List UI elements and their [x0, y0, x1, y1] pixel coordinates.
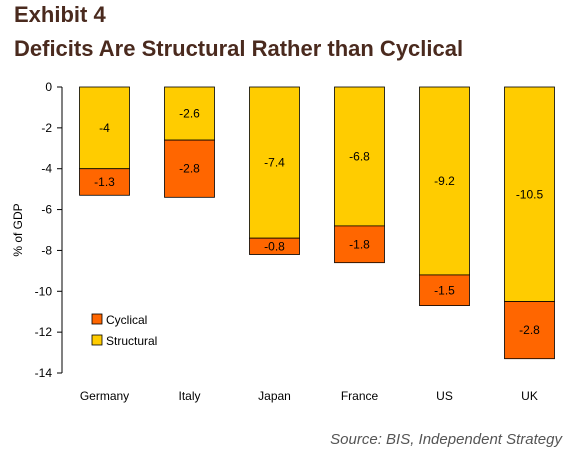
- data-label: -2.8: [179, 162, 200, 176]
- bar-cyclical-japan: [249, 237, 300, 255]
- y-axis-title: % of GDP: [11, 203, 25, 256]
- data-label: -1.3: [94, 175, 115, 189]
- y-tick-label: -10: [35, 284, 53, 298]
- chart-title: Deficits Are Structural Rather than Cycl…: [14, 36, 464, 61]
- bar-structural-germany: [79, 86, 130, 170]
- bar-cyclical-germany: [79, 168, 130, 196]
- y-tick-label: -8: [41, 243, 52, 257]
- data-label: -4: [99, 121, 110, 135]
- x-tick-label: France: [341, 389, 379, 403]
- y-tick-label: -6: [41, 203, 52, 217]
- bar-cyclical-uk: [504, 301, 555, 360]
- data-label: -1.8: [349, 237, 370, 251]
- data-label: -0.8: [264, 239, 285, 253]
- legend-label-cyclical: Cyclical: [106, 313, 147, 327]
- x-tick-label: UK: [521, 389, 538, 403]
- data-label: -1.5: [434, 283, 455, 297]
- x-tick-label: US: [436, 389, 453, 403]
- y-tick-label: -2: [41, 121, 52, 135]
- bar-structural-us: [419, 86, 470, 276]
- x-tick-label: Germany: [80, 389, 129, 403]
- legend-label-structural: Structural: [106, 334, 157, 348]
- bar-structural-uk: [504, 86, 555, 302]
- data-label: -2.6: [179, 107, 200, 121]
- bar-structural-italy: [164, 86, 215, 141]
- y-tick-label: 0: [45, 80, 52, 94]
- bar-structural-france: [334, 86, 385, 227]
- data-label: -6.8: [349, 149, 370, 163]
- y-tick-label: -12: [35, 325, 53, 339]
- data-label: -10.5: [516, 187, 544, 201]
- data-label: -2.8: [519, 323, 540, 337]
- data-label: -7.4: [264, 156, 285, 170]
- data-label: -9.2: [434, 174, 455, 188]
- x-tick-label: Japan: [258, 389, 291, 403]
- x-tick-label: Italy: [178, 389, 200, 403]
- y-tick-label: -4: [41, 162, 52, 176]
- bar-cyclical-italy: [164, 139, 215, 198]
- bar-cyclical-france: [334, 225, 385, 264]
- exhibit-label: Exhibit 4: [14, 2, 106, 27]
- bar-cyclical-us: [419, 274, 470, 306]
- legend-swatch-cyclical: [91, 313, 103, 325]
- legend-swatch-structural: [91, 334, 103, 346]
- stacked-bar-chart: 0 -2 -4 -6 -8 -10 -12 -14 % of GDP -4 -1.3 Germany -…: [11, 80, 555, 403]
- y-tick-label: -14: [35, 366, 53, 380]
- source-note: Source: BIS, Independent Strategy: [330, 431, 562, 448]
